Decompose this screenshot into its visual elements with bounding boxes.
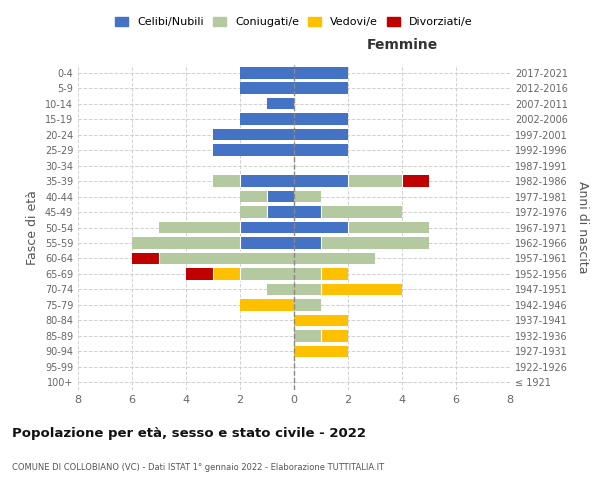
Y-axis label: Anni di nascita: Anni di nascita [576,181,589,274]
Bar [294,330,321,342]
Bar [186,268,213,280]
Bar [240,206,267,218]
Bar [294,114,348,125]
Bar [240,67,294,78]
Bar [321,268,348,280]
Bar [240,190,267,202]
Bar [240,222,294,234]
Bar [132,237,240,249]
Bar [267,284,294,295]
Bar [348,176,402,187]
Bar [213,129,294,140]
Text: COMUNE DI COLLOBIANO (VC) - Dati ISTAT 1° gennaio 2022 - Elaborazione TUTTITALIA: COMUNE DI COLLOBIANO (VC) - Dati ISTAT 1… [12,462,384,471]
Bar [294,129,348,140]
Bar [348,222,429,234]
Bar [294,190,321,202]
Bar [240,82,294,94]
Bar [294,284,321,295]
Bar [294,222,348,234]
Bar [321,206,402,218]
Bar [294,346,348,357]
Bar [294,82,348,94]
Bar [294,144,348,156]
Bar [294,67,348,78]
Text: Popolazione per età, sesso e stato civile - 2022: Popolazione per età, sesso e stato civil… [12,428,366,440]
Bar [240,237,294,249]
Bar [159,222,240,234]
Bar [267,98,294,110]
Bar [213,176,240,187]
Bar [294,252,375,264]
Bar [240,176,294,187]
Bar [294,206,321,218]
Bar [159,252,294,264]
Text: Femmine: Femmine [367,38,437,52]
Bar [213,268,240,280]
Bar [213,144,294,156]
Y-axis label: Fasce di età: Fasce di età [26,190,39,265]
Bar [321,237,429,249]
Bar [294,237,321,249]
Bar [294,176,348,187]
Bar [132,252,159,264]
Bar [402,176,429,187]
Bar [294,299,321,310]
Legend: Celibi/Nubili, Coniugati/e, Vedovi/e, Divorziati/e: Celibi/Nubili, Coniugati/e, Vedovi/e, Di… [111,12,477,32]
Bar [240,299,294,310]
Bar [267,206,294,218]
Bar [294,314,348,326]
Bar [321,330,348,342]
Bar [294,268,321,280]
Bar [267,190,294,202]
Bar [321,284,402,295]
Bar [240,114,294,125]
Bar [240,268,294,280]
